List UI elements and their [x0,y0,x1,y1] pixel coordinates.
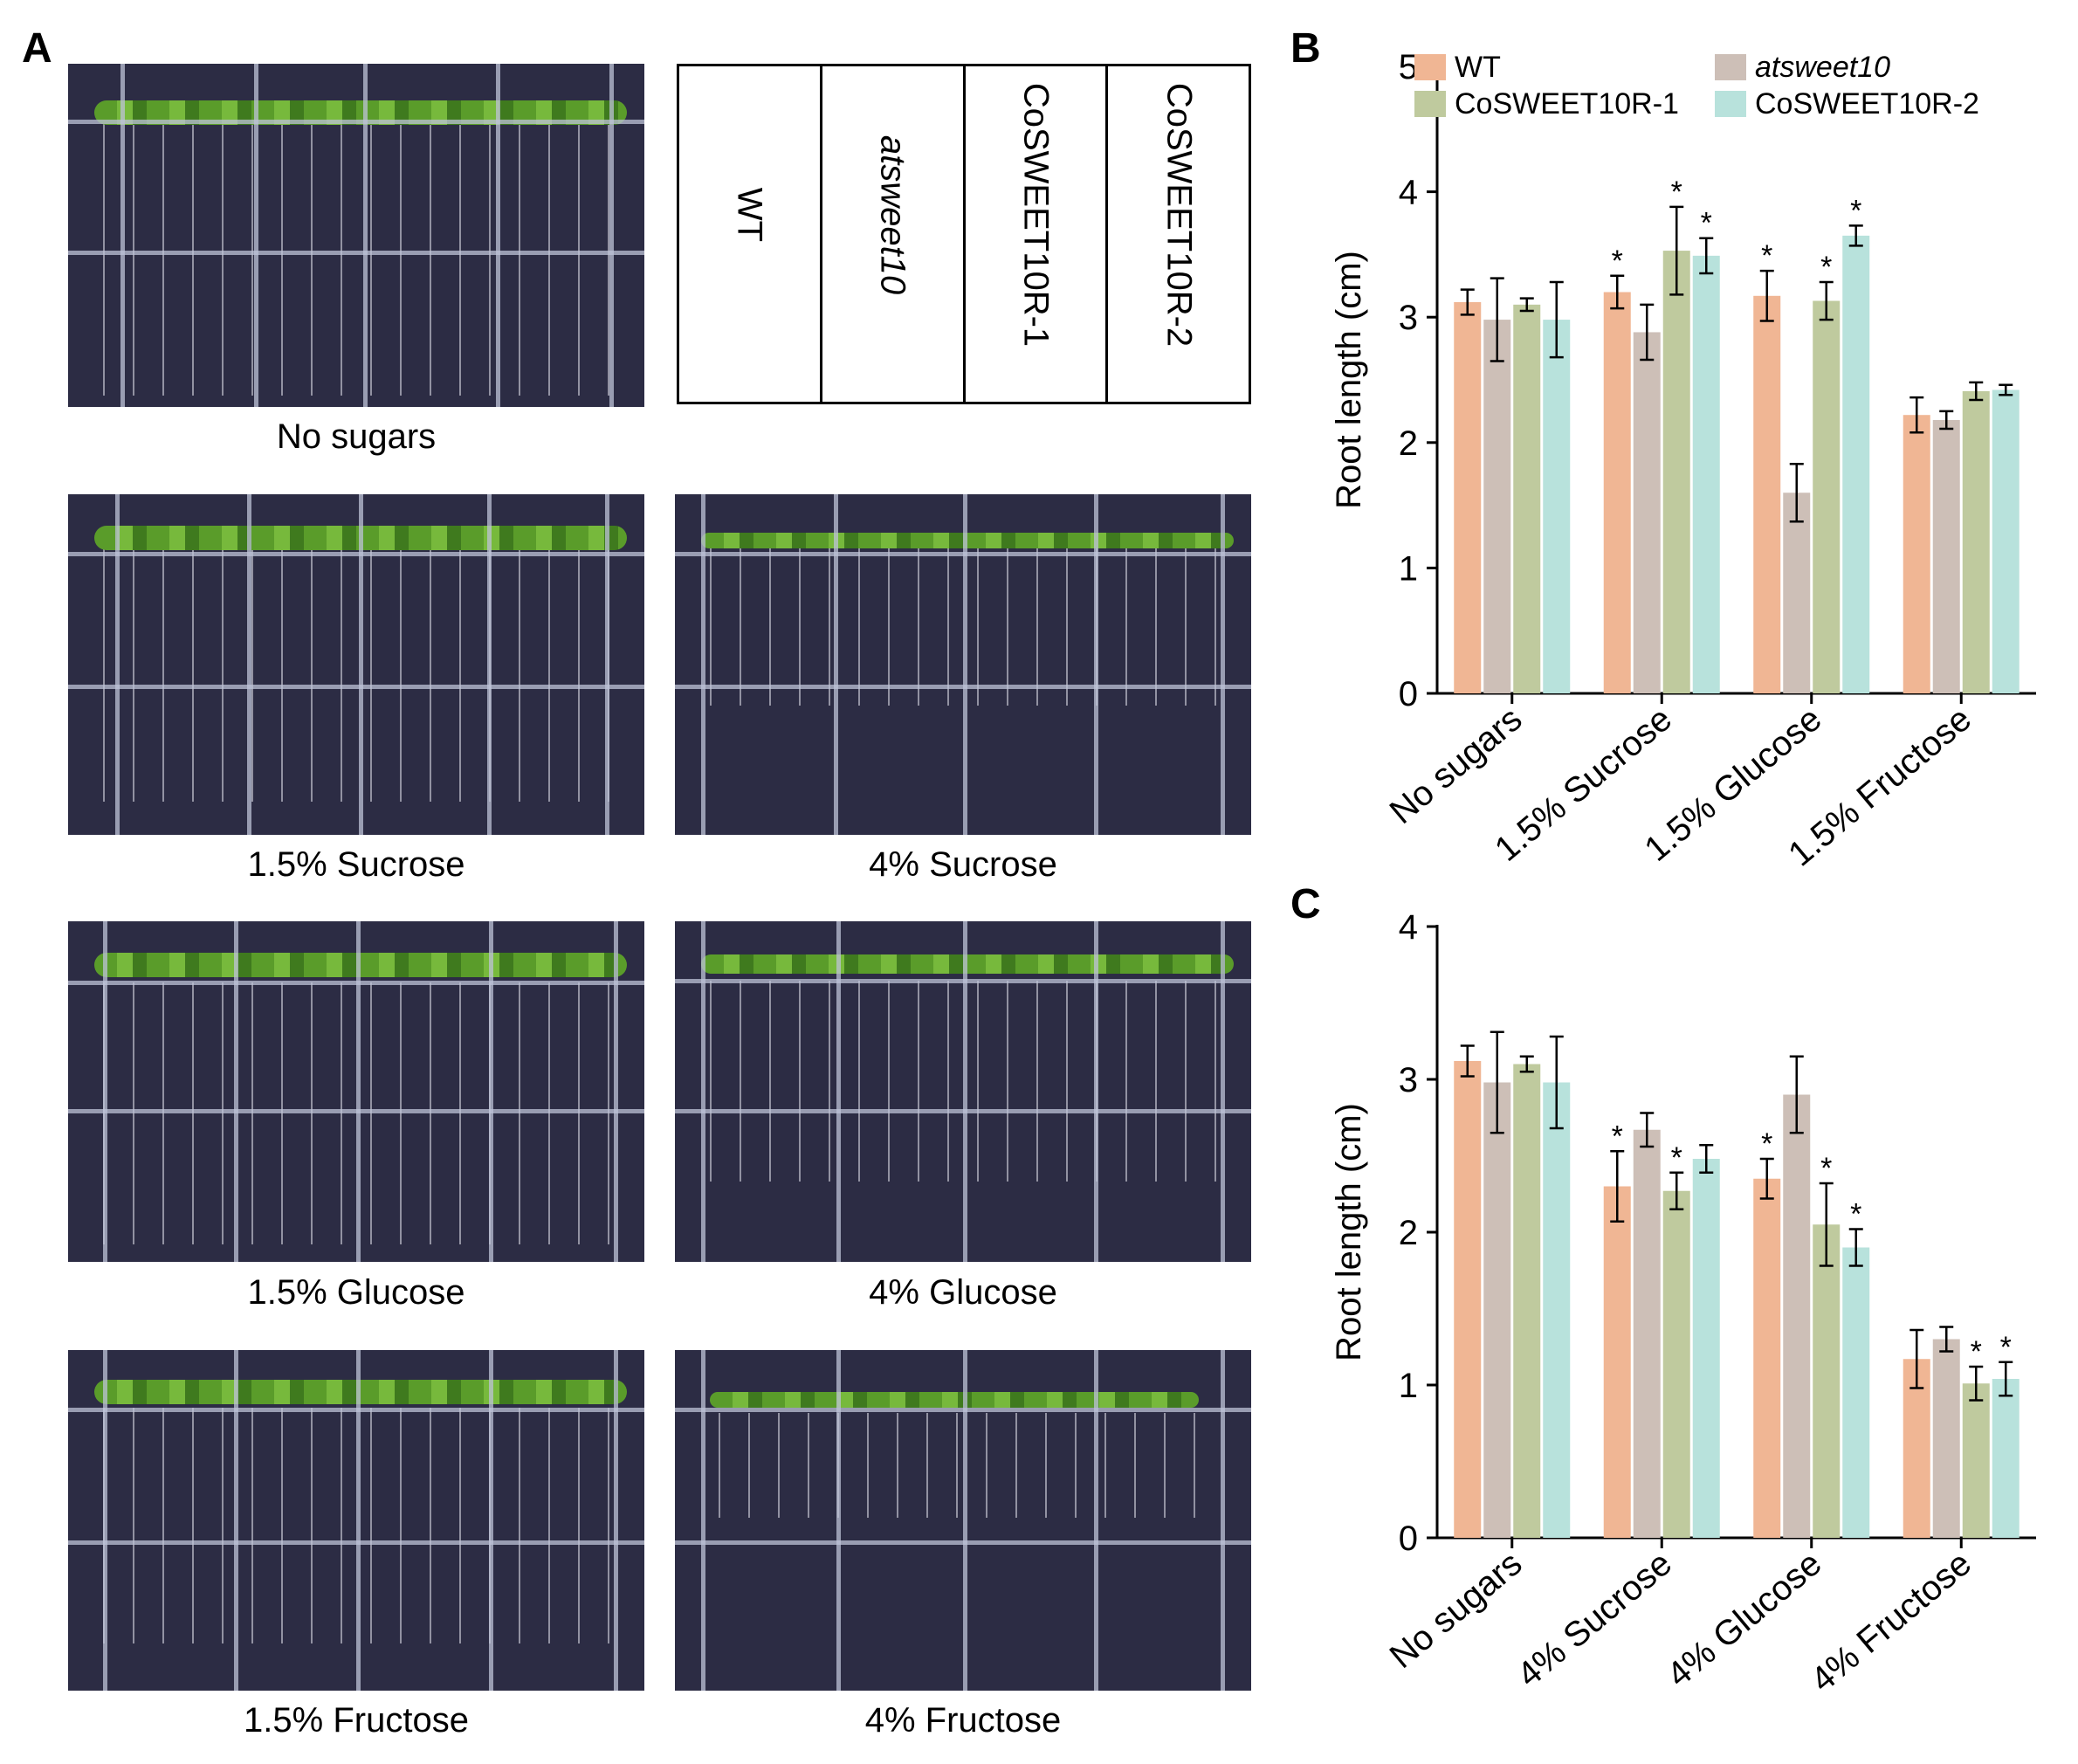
plate-legend-cosweet10r-1: CoSWEET10R-1 [1016,82,1056,348]
plate-photo-no-sugars [68,64,644,407]
caption-1-5-glucose: 1.5% Glucose [247,1273,465,1312]
bar [1783,1094,1811,1538]
panel-label-c: C [1290,881,1321,927]
bar [1692,1159,1720,1538]
significance-mark: * [1850,194,1861,227]
chart-c: 0 1 2 3 4 Root length (cm) No sugars * * 4% Sucro… [1330,908,2036,1699]
y-axis-label: Root length (cm) [1330,251,1368,509]
bar [1603,292,1631,693]
panel-label-b: B [1290,25,1321,72]
x-tick-label: 4% Glucose [1660,1544,1828,1694]
significance-mark: * [1671,1141,1682,1175]
caption-1-5-fructose: 1.5% Fructose [244,1701,469,1740]
y-tick-label: 2 [1399,1214,1418,1252]
bar [1842,235,1870,693]
plate-photo-1-5-sucrose [68,494,644,835]
bar [1603,1186,1631,1538]
plate-legend-cosweet10r-2: CoSWEET10R-2 [1159,82,1199,348]
bar [1813,300,1841,693]
plate-photo-4-sucrose [675,494,1251,835]
bar [1513,304,1541,693]
plate-legend-cell: WT [679,66,822,402]
bar [1903,415,1930,693]
y-tick-label: 2 [1399,424,1418,463]
y-tick-label: 3 [1399,1061,1418,1099]
bar [1753,1178,1781,1538]
plate-photo-4-fructose [675,1350,1251,1691]
caption-4-glucose: 4% Glucose [869,1273,1057,1312]
bar [1813,1224,1841,1538]
x-tick-label: 4% Sucrose [1510,1544,1679,1694]
panel-label-a: A [22,25,52,72]
x-tick-label: No sugars [1383,1544,1530,1676]
legend-swatch [1414,91,1446,117]
legend-label: WT [1455,51,1501,84]
plate-photo-1-5-fructose [68,1350,644,1691]
significance-mark: * [1761,1127,1772,1161]
bar [1753,295,1781,693]
caption-1-5-sucrose: 1.5% Sucrose [247,845,465,884]
significance-mark: * [1671,176,1682,209]
caption-no-sugars: No sugars [276,417,437,456]
bar [1633,332,1661,693]
y-tick-label: 1 [1399,549,1418,588]
bar [1783,493,1811,693]
bar [1483,320,1511,693]
x-tick-label: No sugars [1383,699,1530,831]
y-tick-label: 0 [1399,1519,1418,1558]
significance-mark: * [1761,239,1772,272]
plate-legend-atsweet10: atsweet10 [873,134,912,295]
bar [1633,1129,1661,1538]
significance-mark: * [1820,1152,1832,1185]
legend-label: atsweet10 [1755,51,1890,84]
legend-swatch [1715,54,1746,80]
significance-mark: * [1701,207,1712,240]
y-tick-label: 1 [1399,1367,1418,1405]
bar [1962,390,1990,693]
plate-photo-4-glucose [675,921,1251,1262]
y-axis-label: Root length (cm) [1330,1103,1368,1361]
bar [1513,1064,1541,1538]
significance-mark: * [1850,1198,1861,1231]
plate-legend-cell: CoSWEET10R-2 [1108,66,1249,402]
y-tick-label: 5 [1399,48,1418,86]
bar [1962,1383,1990,1538]
plate-legend-cell: atsweet10 [822,66,966,402]
bar [1543,320,1571,693]
x-tick-label: 4% Fructose [1804,1544,1978,1699]
plate-genotype-legend: WT atsweet10 CoSWEET10R-1 CoSWEET10R-2 [677,64,1251,404]
y-tick-label: 0 [1399,675,1418,713]
bar [1662,251,1690,693]
caption-4-fructose: 4% Fructose [864,1701,1062,1740]
legend-label: CoSWEET10R-2 [1755,87,1979,121]
bar [1662,1190,1690,1538]
legend-swatch [1715,91,1746,117]
bar [1842,1247,1870,1538]
plate-legend-cell: CoSWEET10R-1 [966,66,1109,402]
plate-legend-wt: WT [730,187,769,243]
bar [1692,255,1720,693]
significance-mark: * [1612,1120,1623,1153]
bar [1992,389,2020,693]
significance-mark: * [1971,1335,1982,1368]
bar [1454,1061,1482,1538]
legend-label: CoSWEET10R-1 [1455,87,1679,121]
significance-mark: * [2000,1331,2012,1364]
plate-photo-1-5-glucose [68,921,644,1262]
y-tick-label: 4 [1399,174,1418,212]
significance-mark: * [1820,251,1832,284]
y-tick-label: 3 [1399,299,1418,337]
bar [1992,1379,2020,1538]
y-tick-label: 4 [1399,908,1418,947]
bar [1483,1082,1511,1538]
bar [1932,1339,1960,1538]
bar [1932,419,1960,693]
bar [1543,1082,1571,1538]
legend-swatch [1414,54,1446,80]
bar [1454,301,1482,693]
caption-4-sucrose: 4% Sucrose [869,845,1057,884]
significance-mark: * [1612,245,1623,278]
